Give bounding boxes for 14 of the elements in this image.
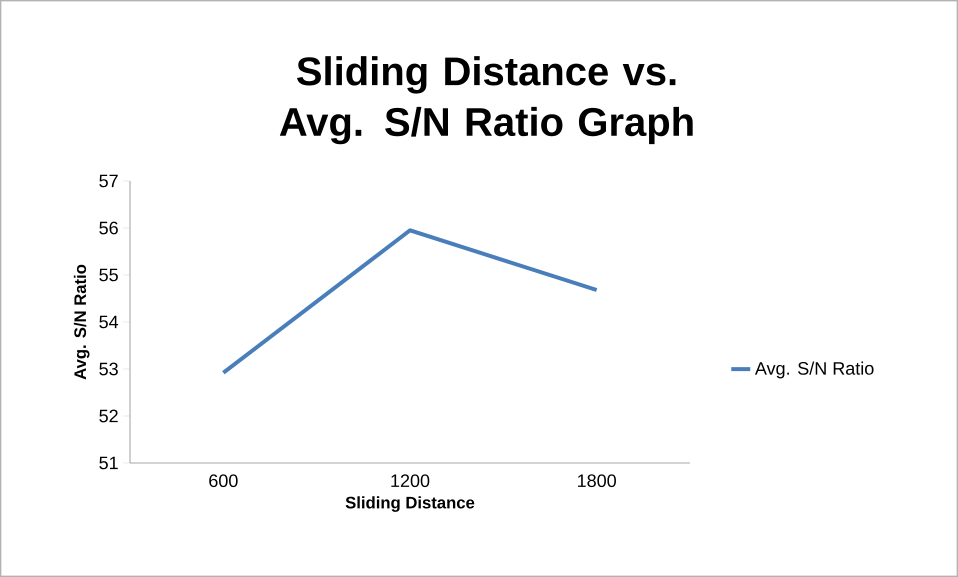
y-tick-label: 53 <box>99 362 118 376</box>
y-tick-label: 57 <box>99 174 118 188</box>
legend-label: Avg. S/N Ratio <box>754 362 874 378</box>
y-axis-title: Avg. S/N Ratio <box>74 264 90 380</box>
y-tick-label: 51 <box>99 456 118 470</box>
y-tick-label: 55 <box>99 268 118 282</box>
x-tick-label: 600 <box>209 474 238 488</box>
chart-title: Sliding Distance vs. Avg. S/N Ratio Graph <box>280 56 693 144</box>
x-axis-title: Sliding Distance <box>346 496 474 512</box>
y-tick-label: 56 <box>99 222 118 234</box>
y-tick-label: 52 <box>99 410 118 422</box>
x-tick-label: 1200 <box>391 474 430 488</box>
y-tick-label: 54 <box>99 316 118 328</box>
x-tick-label: 1800 <box>578 474 616 488</box>
